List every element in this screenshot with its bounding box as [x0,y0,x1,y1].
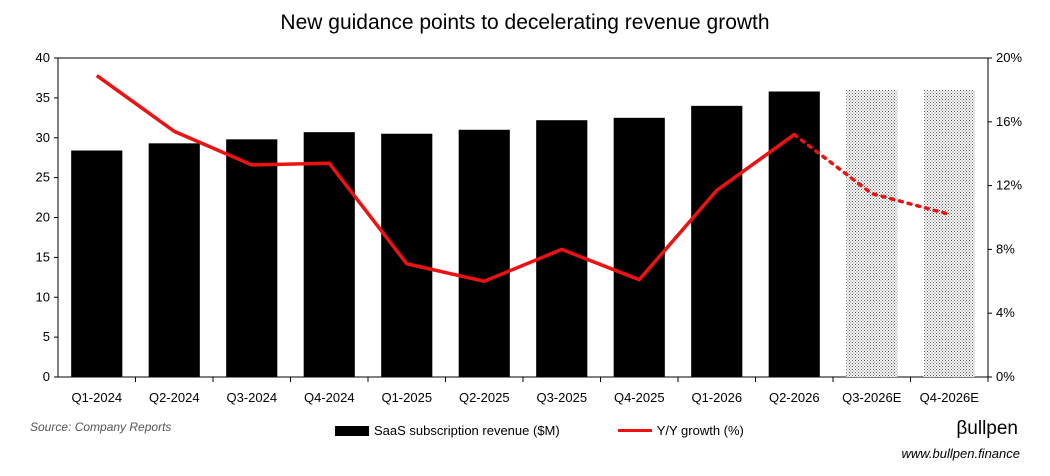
y-left-tick-label: 35 [36,90,50,105]
y-left-tick-label: 0 [43,369,50,384]
legend-revenue-label: SaaS subscription revenue ($M) [374,423,560,438]
x-tick-label: Q2-2024 [149,390,200,405]
line-series [95,74,951,284]
bar [71,150,123,377]
bar [303,132,355,377]
legend-item-revenue: SaaS subscription revenue ($M) [335,423,560,438]
y-left-tick-label: 20 [36,210,50,225]
x-tick-label: Q4-2025 [614,390,665,405]
x-tick-label: Q1-2024 [71,390,122,405]
x-tick-label: Q4-2024 [304,390,355,405]
y-left-tick-label: 5 [43,329,50,344]
chart-legend: SaaS subscription revenue ($M) Y/Y growt… [335,423,802,438]
bar [148,143,200,377]
y-left-tick-label: 10 [36,289,50,304]
y-left-tick-label: 40 [36,50,50,65]
y-right-tick-label: 12% [996,178,1022,193]
bar-series [71,89,975,378]
y-right-tick-label: 16% [996,114,1022,129]
y-left-tick-label: 30 [36,130,50,145]
y-right-tick-label: 20% [996,50,1022,65]
bar [226,139,278,377]
x-tick-label: Q3-2026E [842,390,902,405]
y-right-tick-label: 4% [996,305,1015,320]
bar [613,117,665,377]
y-left-tick-label: 15 [36,249,50,264]
bar [768,91,820,378]
source-note: Source: Company Reports [30,420,172,434]
bar [691,105,743,377]
x-tick-label: Q1-2025 [381,390,432,405]
bar-estimate [923,89,975,378]
legend-bar-swatch [335,425,369,436]
y-left-tick-label: 25 [36,170,50,185]
x-tick-label: Q3-2025 [536,390,587,405]
brand-url: www.bullpen.finance [901,446,1020,461]
legend-item-growth: Y/Y growth (%) [617,423,744,438]
bar [381,133,433,377]
x-tick-label: Q4-2026E [920,390,980,405]
x-tick-label: Q1-2026 [691,390,742,405]
brand-logo: βullpen [956,418,1018,439]
legend-line-swatch [617,429,652,432]
y-right-tick-label: 0% [996,369,1015,384]
y-right-tick-label: 8% [996,241,1015,256]
x-tick-label: Q2-2025 [459,390,510,405]
growth-line-actual [95,74,796,284]
bar-estimate [846,89,898,378]
x-tick-label: Q3-2024 [226,390,277,405]
legend-growth-label: Y/Y growth (%) [656,423,744,438]
bar [458,129,510,377]
x-tick-label: Q2-2026 [769,390,820,405]
x-axis-labels: Q1-2024 Q2-2024 Q3-2024 Q4-2024 Q1-2025 Q2-20… [71,377,989,405]
chart-title: New guidance points to decelerating reve… [280,11,769,34]
